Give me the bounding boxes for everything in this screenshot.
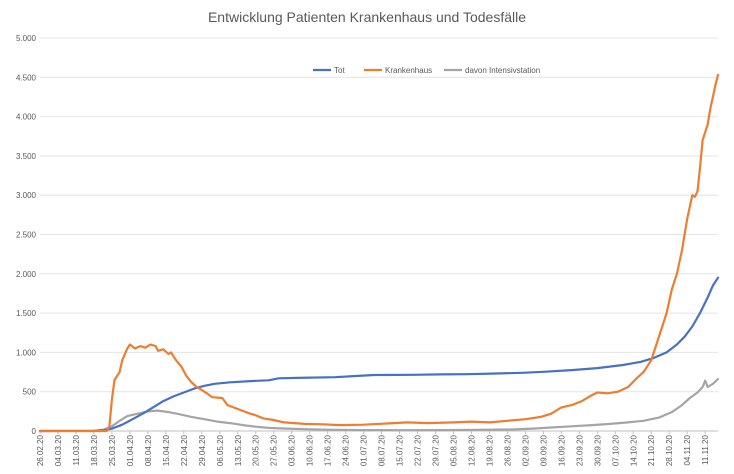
y-tick-label: 1.000 — [16, 348, 37, 357]
x-tick-label: 19.08.20 — [485, 434, 494, 466]
x-tick-labels: 26.02.20 04.03.20 11.03.20 18.03.20 25.03.20… — [36, 434, 710, 466]
x-tick-label: 02.09.20 — [521, 434, 530, 466]
x-tick-label: 26.08.20 — [503, 434, 512, 466]
x-tick-label: 28.10.20 — [665, 434, 674, 466]
x-tick-label: 22.04.20 — [180, 434, 189, 466]
x-tick-label: 30.09.20 — [593, 434, 602, 466]
x-tick-label: 11.03.20 — [72, 434, 81, 465]
y-tick-labels: 0 500 1.000 1.500 2.000 2.500 3.000 3.500 4.000 4… — [16, 34, 37, 436]
y-tick-label: 2.000 — [16, 270, 37, 279]
x-tick-label: 23.09.20 — [575, 434, 584, 466]
x-tick-label: 17.06.20 — [324, 434, 333, 466]
x-tick-label: 14.10.20 — [629, 434, 638, 466]
x-tick-label: 07.10.20 — [611, 434, 620, 466]
x-tick-label: 26.02.20 — [36, 434, 45, 466]
x-tick-label: 24.06.20 — [342, 434, 351, 466]
x-tick-label: 15.07.20 — [396, 434, 405, 466]
x-tick-label: 08.04.20 — [144, 434, 153, 466]
y-tick-label: 0 — [32, 427, 37, 436]
x-tick-label: 08.07.20 — [378, 434, 387, 466]
x-tick-label: 15.04.20 — [162, 434, 171, 466]
x-tick-label: 01.07.20 — [360, 434, 369, 466]
legend-label-0: Tot — [334, 66, 345, 75]
y-tick-label: 500 — [23, 388, 37, 397]
x-tick-label: 12.08.20 — [467, 434, 476, 466]
x-tick-label: 27.05.20 — [270, 434, 279, 466]
series-line-1 — [38, 73, 720, 433]
x-tick-label: 29.07.20 — [432, 434, 441, 466]
x-tick-label: 20.05.20 — [252, 434, 261, 466]
x-tick-label: 03.06.20 — [288, 434, 297, 466]
chart-title: Entwicklung Patienten Krankenhaus und To… — [208, 9, 526, 25]
x-tick-label: 06.05.20 — [216, 434, 225, 466]
x-tick-label: 21.10.20 — [647, 434, 656, 466]
grid-layer — [39, 37, 718, 434]
legend-label-1: Krankenhaus — [385, 66, 432, 75]
y-tick-label: 4.500 — [16, 73, 37, 82]
x-tick-label: 16.09.20 — [557, 434, 566, 466]
x-tick-label: 01.04.20 — [126, 434, 135, 466]
y-tick-label: 5.000 — [16, 34, 37, 43]
x-tick-label: 11.11.20 — [701, 434, 710, 465]
y-tick-label: 3.000 — [16, 191, 37, 200]
legend: Tot Krankenhaus davon Intensivstation — [313, 66, 540, 75]
y-tick-label: 3.500 — [16, 152, 37, 161]
x-tick-label: 25.03.20 — [108, 434, 117, 466]
x-tick-label: 04.11.20 — [683, 434, 692, 465]
x-tick-label: 18.03.20 — [90, 434, 99, 466]
series-line-0 — [38, 276, 720, 433]
x-tick-label: 05.08.20 — [449, 434, 458, 466]
legend-label-2: davon Intensivstation — [465, 66, 540, 75]
series-layer — [38, 73, 720, 433]
x-tick-label: 09.09.20 — [539, 434, 548, 466]
x-tick-label: 10.06.20 — [306, 434, 315, 466]
y-tick-label: 1.500 — [16, 309, 37, 318]
x-tick-label: 22.07.20 — [414, 434, 423, 466]
x-tick-label: 04.03.20 — [54, 434, 63, 466]
x-tick-label: 29.04.20 — [198, 434, 207, 466]
y-tick-label: 2.500 — [16, 231, 37, 240]
y-tick-label: 4.000 — [16, 113, 37, 122]
x-tick-label: 13.05.20 — [234, 434, 243, 466]
